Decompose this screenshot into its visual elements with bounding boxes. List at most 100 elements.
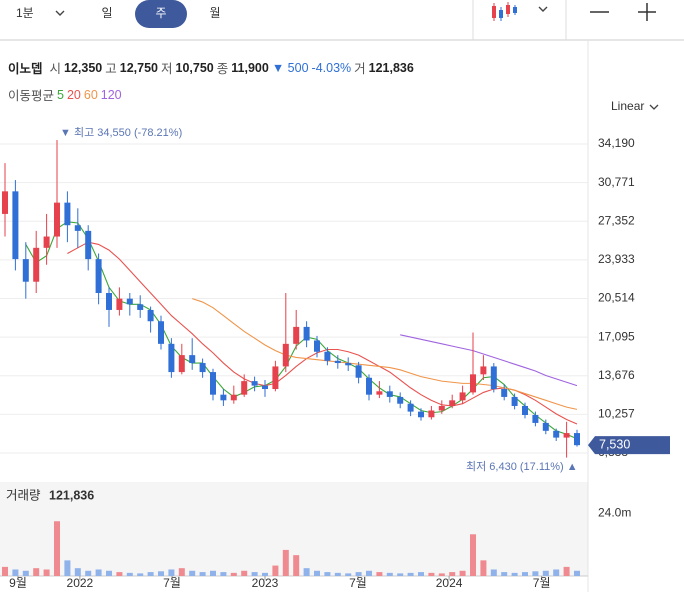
x-tick-label: 2023 xyxy=(252,576,279,590)
volume-bar xyxy=(334,572,341,576)
candle-body xyxy=(522,405,528,416)
x-tick-label: 7월 xyxy=(533,576,551,590)
interval[interactable]: 1분 xyxy=(16,6,34,20)
volume-bar xyxy=(64,560,71,576)
volume-bar xyxy=(85,570,92,576)
volume-bar xyxy=(532,571,539,576)
x-tick-label: 2024 xyxy=(436,576,463,590)
volume-bar xyxy=(386,572,393,576)
volume-bar xyxy=(2,566,8,576)
candle-body xyxy=(314,340,320,352)
candle-body xyxy=(64,202,71,226)
candle-body xyxy=(220,394,227,401)
volume-bar xyxy=(106,570,112,576)
volume-bar xyxy=(553,569,560,576)
volume-bar xyxy=(251,572,258,576)
volume-bar xyxy=(293,555,300,576)
candle-body xyxy=(74,225,81,231)
candle-body xyxy=(95,259,102,294)
x-tick-label: 9월 xyxy=(9,576,27,590)
ma-label: 이동평균 xyxy=(8,89,55,103)
y-tick-label: 34,190 xyxy=(598,136,635,150)
candle-body xyxy=(178,355,185,373)
volume-bar xyxy=(522,572,528,576)
volume-bar xyxy=(438,573,445,576)
zoom-in[interactable] xyxy=(638,3,656,21)
candle-body xyxy=(334,360,341,364)
volume-bar xyxy=(54,521,60,576)
ma-period: 60 xyxy=(83,87,98,102)
volume-bar xyxy=(490,569,497,576)
candle-body xyxy=(54,202,60,237)
candle-body xyxy=(355,365,362,378)
candle-body xyxy=(12,191,19,260)
volume-bar xyxy=(542,570,549,576)
value: 12,350 xyxy=(64,60,103,75)
volume-bar xyxy=(74,568,81,576)
y-tick-label: 23,933 xyxy=(598,252,635,266)
ma-line xyxy=(400,334,578,387)
volume-title: 거래량 xyxy=(6,488,41,502)
volume-bar xyxy=(137,573,144,576)
ma-period: 5 xyxy=(57,87,64,102)
volume-bar xyxy=(574,570,580,576)
tab[interactable]: 주 xyxy=(155,6,166,20)
candle-body xyxy=(2,191,8,214)
tab[interactable]: 월 xyxy=(209,6,220,20)
candle-body xyxy=(293,326,300,344)
label: 고 xyxy=(105,62,117,76)
candle-body xyxy=(210,372,216,395)
volume-bar xyxy=(33,568,40,576)
volume-bar xyxy=(501,572,508,576)
candle-body xyxy=(397,396,404,404)
volume-bar xyxy=(407,572,414,576)
volume-bar xyxy=(324,572,331,576)
volume-bar xyxy=(303,568,310,576)
candle-body xyxy=(345,363,352,366)
volume-bar xyxy=(428,572,435,576)
candle-body xyxy=(511,396,518,406)
candle-body xyxy=(490,366,497,390)
label: 거 xyxy=(354,62,366,76)
candle-body xyxy=(449,400,456,406)
candle-body xyxy=(126,298,133,305)
chart-type-icon[interactable] xyxy=(492,2,517,21)
label: 시 xyxy=(49,62,62,76)
change-pct: -4.03% xyxy=(311,60,352,75)
chevron[interactable] xyxy=(649,104,659,110)
candle-body xyxy=(563,433,570,438)
candle-body xyxy=(33,247,40,282)
volume-bar xyxy=(116,572,123,576)
candle-body xyxy=(262,385,268,390)
stock-name: 이노뎁 xyxy=(8,62,43,76)
candle-body xyxy=(251,381,258,386)
candle-body xyxy=(189,355,196,364)
candle-body xyxy=(480,366,487,375)
volume-bar xyxy=(272,565,279,576)
candle-body xyxy=(386,391,393,397)
candle-body xyxy=(168,343,175,373)
candle-body xyxy=(407,403,414,412)
candle-body xyxy=(376,391,383,395)
y-tick-label: 13,676 xyxy=(598,368,635,382)
value: 10,750 xyxy=(175,60,214,75)
volume-bar xyxy=(418,572,424,576)
candle-body xyxy=(542,422,549,431)
quote-row: 이노뎁 시 12,350 고 12,750 저 10,750 종 11,900 ▼ 50… xyxy=(8,58,414,77)
volume-bar xyxy=(282,549,289,576)
ma-line xyxy=(67,241,578,425)
chevron[interactable] xyxy=(55,10,65,16)
low-note: 최저 6,430 (17.11%) ▲ xyxy=(466,460,578,473)
tab[interactable]: 일 xyxy=(101,6,112,20)
tab-selected xyxy=(135,0,187,28)
volume-bar xyxy=(563,566,570,576)
scale-mode[interactable]: Linear xyxy=(611,99,644,113)
candle-body xyxy=(532,415,539,423)
chevron[interactable] xyxy=(538,6,548,12)
candle-body xyxy=(438,405,445,411)
high-note: ▼ 최고 34,550 (-78.21%) xyxy=(60,126,182,139)
candle-body xyxy=(199,363,206,373)
volume-bar xyxy=(189,570,196,576)
y-tick-label: 27,352 xyxy=(598,213,635,227)
